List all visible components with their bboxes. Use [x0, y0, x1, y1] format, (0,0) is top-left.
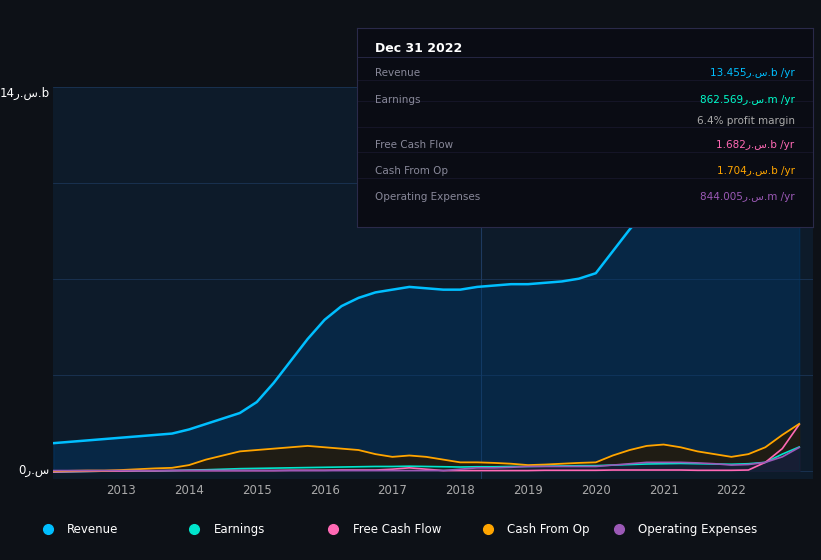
Text: Cash From Op: Cash From Op — [375, 166, 448, 176]
Text: Revenue: Revenue — [67, 522, 118, 536]
Text: Earnings: Earnings — [375, 95, 421, 105]
Text: 862.569ر.س.m /yr: 862.569ر.س.m /yr — [699, 95, 795, 105]
Text: 14ر.س.b: 14ر.س.b — [0, 87, 49, 100]
Text: 0ر.س: 0ر.س — [18, 464, 49, 477]
Text: Cash From Op: Cash From Op — [507, 522, 589, 536]
Text: Dec 31 2022: Dec 31 2022 — [375, 42, 462, 55]
Text: Earnings: Earnings — [213, 522, 265, 536]
Text: Free Cash Flow: Free Cash Flow — [375, 141, 453, 150]
Text: Operating Expenses: Operating Expenses — [638, 522, 758, 536]
Text: 6.4% profit margin: 6.4% profit margin — [696, 116, 795, 127]
Text: 13.455ر.س.b /yr: 13.455ر.س.b /yr — [710, 68, 795, 78]
Text: Revenue: Revenue — [375, 68, 420, 78]
Text: Free Cash Flow: Free Cash Flow — [353, 522, 441, 536]
Text: Operating Expenses: Operating Expenses — [375, 192, 480, 202]
Text: 1.704ر.س.b /yr: 1.704ر.س.b /yr — [717, 166, 795, 176]
Text: 1.682ر.س.b /yr: 1.682ر.س.b /yr — [717, 141, 795, 150]
Text: 844.005ر.س.m /yr: 844.005ر.س.m /yr — [700, 192, 795, 202]
